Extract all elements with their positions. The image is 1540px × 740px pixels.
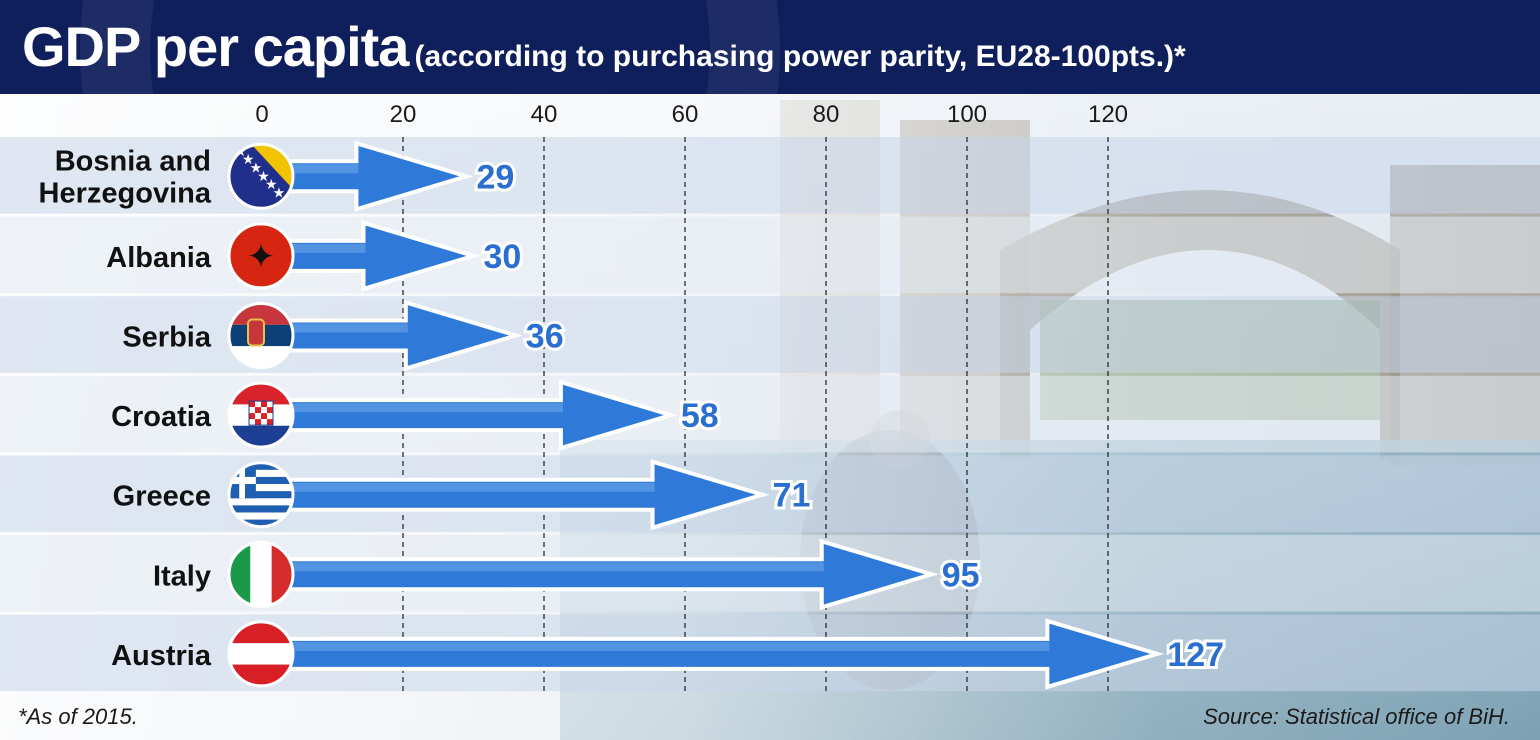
bar-arrow-highlight bbox=[292, 562, 824, 572]
bar-arrow-highlight bbox=[292, 482, 655, 492]
x-tick-label: 120 bbox=[1088, 101, 1128, 128]
category-label: Italy bbox=[153, 560, 211, 592]
svg-text:★: ★ bbox=[250, 160, 263, 176]
title-main: GDP per capita bbox=[22, 15, 409, 78]
value-label: 127 bbox=[1167, 636, 1224, 674]
bar-arrow bbox=[288, 618, 1165, 690]
bar-arrow bbox=[288, 459, 770, 531]
footnote: *As of 2015. bbox=[18, 704, 138, 729]
bar-arrow-highlight bbox=[292, 641, 1050, 651]
bar-arrow bbox=[288, 220, 481, 292]
x-tick-label: 0 bbox=[255, 101, 268, 128]
flag-icon-croatia bbox=[227, 381, 295, 449]
bar-arrow-highlight bbox=[292, 243, 366, 253]
value-label: 58 bbox=[681, 397, 719, 435]
flag-icon-serbia bbox=[227, 302, 295, 369]
category-label: Austria bbox=[111, 640, 212, 672]
value-label: 30 bbox=[484, 238, 522, 276]
bar-arrow bbox=[288, 299, 523, 372]
category-label: Albania bbox=[106, 242, 212, 274]
value-label: 95 bbox=[942, 556, 980, 594]
value-label: 36 bbox=[526, 318, 564, 356]
bar-arrow bbox=[288, 140, 474, 212]
flag-icon-austria bbox=[227, 620, 295, 688]
svg-text:✦: ✦ bbox=[247, 237, 276, 277]
flag-icon-bosnia: ★★★★★★ bbox=[227, 142, 295, 210]
flag-icon-italy bbox=[227, 540, 295, 608]
x-tick-label: 80 bbox=[813, 101, 840, 128]
x-tick-label: 100 bbox=[947, 101, 987, 128]
x-tick-label: 40 bbox=[531, 101, 558, 128]
x-tick-label: 60 bbox=[672, 101, 699, 128]
svg-text:★: ★ bbox=[265, 177, 278, 193]
svg-text:★: ★ bbox=[242, 152, 255, 168]
bar-arrow-highlight bbox=[292, 323, 408, 333]
decorative-ring bbox=[80, 0, 780, 94]
svg-text:★: ★ bbox=[257, 169, 270, 185]
category-label: Greece bbox=[113, 481, 211, 513]
source-note: Source: Statistical office of BiH. bbox=[1203, 704, 1510, 729]
value-label: 29 bbox=[476, 158, 514, 196]
title-subtitle: (according to purchasing power parity, E… bbox=[414, 40, 1186, 73]
category-label: Bosnia and Herzegovina bbox=[39, 145, 212, 209]
header-banner: GDP per capita (according to purchasing p… bbox=[0, 0, 1540, 94]
bar-arrow-highlight bbox=[292, 403, 563, 413]
bar-arrow-highlight bbox=[292, 164, 359, 174]
flag-icon-greece bbox=[227, 461, 295, 529]
chart-title: GDP per capita (according to purchasing p… bbox=[22, 14, 1186, 79]
value-label: 71 bbox=[773, 477, 811, 515]
svg-text:★: ★ bbox=[273, 185, 286, 201]
bar-arrow bbox=[288, 538, 939, 610]
flag-icon-albania: ✦ bbox=[227, 222, 295, 290]
x-tick-label: 20 bbox=[390, 101, 417, 128]
category-label: Serbia bbox=[122, 322, 212, 354]
bar-arrow bbox=[288, 379, 678, 451]
category-label: Croatia bbox=[111, 401, 212, 433]
